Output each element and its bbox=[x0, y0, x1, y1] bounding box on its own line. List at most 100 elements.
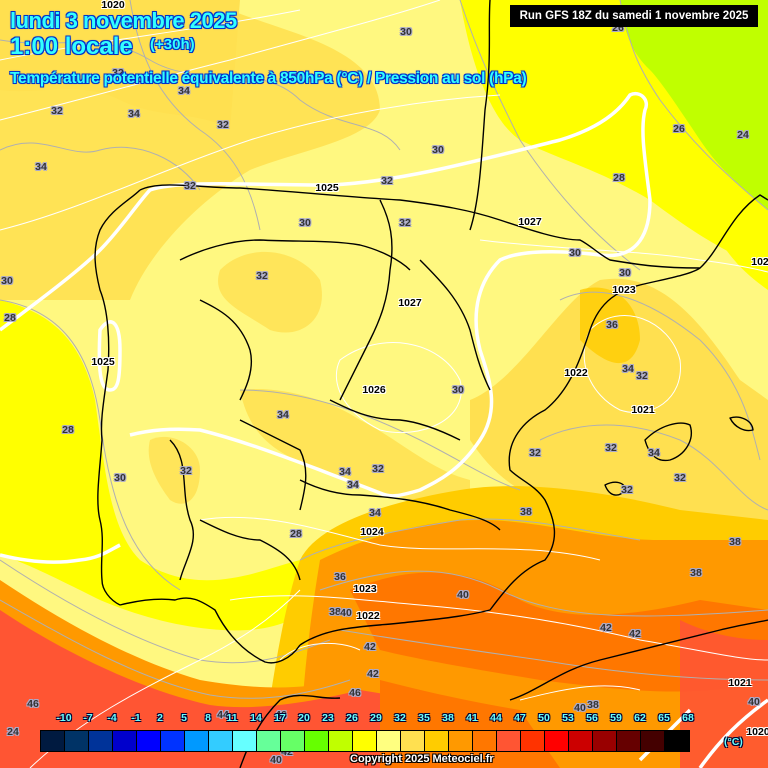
pressure-label: 1025 bbox=[91, 356, 115, 368]
temperature-label: 32 bbox=[256, 270, 268, 282]
legend-tick: 35 bbox=[418, 712, 430, 724]
legend-swatch bbox=[401, 731, 425, 751]
legend-swatch bbox=[89, 731, 113, 751]
temperature-label: 40 bbox=[748, 696, 760, 708]
legend-tick: 38 bbox=[442, 712, 454, 724]
temperature-label: 34 bbox=[622, 363, 634, 375]
legend-swatch bbox=[281, 731, 305, 751]
forecast-time: 1:00 locale bbox=[10, 33, 133, 60]
legend-swatch bbox=[665, 731, 689, 751]
temperature-label: 26 bbox=[673, 123, 685, 135]
legend-tick: -1 bbox=[131, 712, 141, 724]
legend-tick: 50 bbox=[538, 712, 550, 724]
temperature-label: 32 bbox=[112, 67, 124, 79]
legend-swatch bbox=[353, 731, 377, 751]
temperature-label: 32 bbox=[674, 472, 686, 484]
temperature-label: 28 bbox=[4, 312, 16, 324]
temperature-label: 30 bbox=[114, 472, 126, 484]
legend-tick: 56 bbox=[586, 712, 598, 724]
temperature-label: 46 bbox=[275, 709, 287, 721]
temperature-label: 34 bbox=[178, 85, 190, 97]
temperature-label: 42 bbox=[600, 622, 612, 634]
color-legend bbox=[40, 730, 690, 752]
pressure-label: 1020 bbox=[746, 726, 768, 738]
legend-tick: 26 bbox=[346, 712, 358, 724]
pressure-label: 1020 bbox=[101, 0, 125, 11]
legend-swatch bbox=[497, 731, 521, 751]
pressure-label: 1024 bbox=[360, 526, 384, 538]
temperature-label: 28 bbox=[613, 172, 625, 184]
legend-swatch bbox=[161, 731, 185, 751]
legend-tick: 53 bbox=[562, 712, 574, 724]
temperature-label: 34 bbox=[139, 74, 151, 86]
legend-swatch bbox=[329, 731, 353, 751]
forecast-offset: (+30h) bbox=[150, 36, 195, 53]
temperature-label: 34 bbox=[277, 409, 289, 421]
pressure-label: 1025 bbox=[315, 182, 339, 194]
legend-tick: 47 bbox=[514, 712, 526, 724]
temperature-label: 34 bbox=[339, 466, 351, 478]
legend-swatch bbox=[521, 731, 545, 751]
temperature-label: 26 bbox=[612, 22, 624, 34]
legend-swatch bbox=[185, 731, 209, 751]
legend-swatch bbox=[641, 731, 665, 751]
legend-tick: 41 bbox=[466, 712, 478, 724]
legend-swatch bbox=[593, 731, 617, 751]
legend-swatch bbox=[233, 731, 257, 751]
temperature-label: 30 bbox=[1, 275, 13, 287]
temperature-label: 24 bbox=[7, 726, 19, 738]
legend-tick: 17 bbox=[274, 712, 286, 724]
legend-swatch bbox=[377, 731, 401, 751]
temperature-label: 40 bbox=[270, 754, 282, 766]
legend-unit: (°C) bbox=[724, 736, 743, 748]
temperature-label: 32 bbox=[372, 463, 384, 475]
pressure-label: 1026 bbox=[362, 384, 386, 396]
legend-swatch bbox=[65, 731, 89, 751]
legend-tick: 62 bbox=[634, 712, 646, 724]
temperature-label: 44 bbox=[217, 709, 229, 721]
temperature-label: 42 bbox=[367, 668, 379, 680]
pressure-label: 1027 bbox=[518, 216, 542, 228]
temperature-label: 34 bbox=[35, 161, 47, 173]
temperature-label: 32 bbox=[636, 370, 648, 382]
legend-tick: 29 bbox=[370, 712, 382, 724]
legend-swatch bbox=[257, 731, 281, 751]
legend-ticks: -10 -7 -4 -1 2 5 8 11 14 17 20 23 26 29 32 35 38 41 44 47 50… bbox=[40, 712, 730, 726]
pressure-label: 1021 bbox=[631, 404, 655, 416]
legend-swatch bbox=[569, 731, 593, 751]
pressure-label: 1023 bbox=[353, 583, 377, 595]
temperature-label: 38 bbox=[729, 536, 741, 548]
temperature-label: 38 bbox=[329, 606, 341, 618]
temperature-label: 40 bbox=[457, 589, 469, 601]
temperature-label: 34 bbox=[648, 447, 660, 459]
temperature-label: 32 bbox=[217, 119, 229, 131]
legend-tick: 59 bbox=[610, 712, 622, 724]
temperature-label: 38 bbox=[690, 567, 702, 579]
temperature-label: 38 bbox=[587, 699, 599, 711]
temperature-label: 32 bbox=[621, 484, 633, 496]
copyright: Copyright 2025 Meteociel.fr bbox=[350, 753, 494, 765]
temperature-label: 42 bbox=[629, 628, 641, 640]
temperature-label: 32 bbox=[184, 180, 196, 192]
legend-tick: -7 bbox=[83, 712, 93, 724]
legend-swatch bbox=[617, 731, 641, 751]
legend-swatch bbox=[305, 731, 329, 751]
legend-tick: -4 bbox=[107, 712, 117, 724]
legend-tick: 65 bbox=[658, 712, 670, 724]
temperature-label: 30 bbox=[619, 267, 631, 279]
temperature-label: 28 bbox=[290, 528, 302, 540]
temperature-label: 30 bbox=[452, 384, 464, 396]
temperature-label: 38 bbox=[520, 506, 532, 518]
legend-tick: 20 bbox=[298, 712, 310, 724]
temperature-label: 40 bbox=[340, 607, 352, 619]
pressure-label: 102 bbox=[751, 256, 768, 268]
legend-swatch bbox=[545, 731, 569, 751]
temperature-label: 32 bbox=[51, 105, 63, 117]
legend-swatch bbox=[209, 731, 233, 751]
temperature-label: 30 bbox=[400, 26, 412, 38]
temperature-label: 32 bbox=[381, 175, 393, 187]
temperature-label: 30 bbox=[432, 144, 444, 156]
legend-tick: 8 bbox=[205, 712, 211, 724]
